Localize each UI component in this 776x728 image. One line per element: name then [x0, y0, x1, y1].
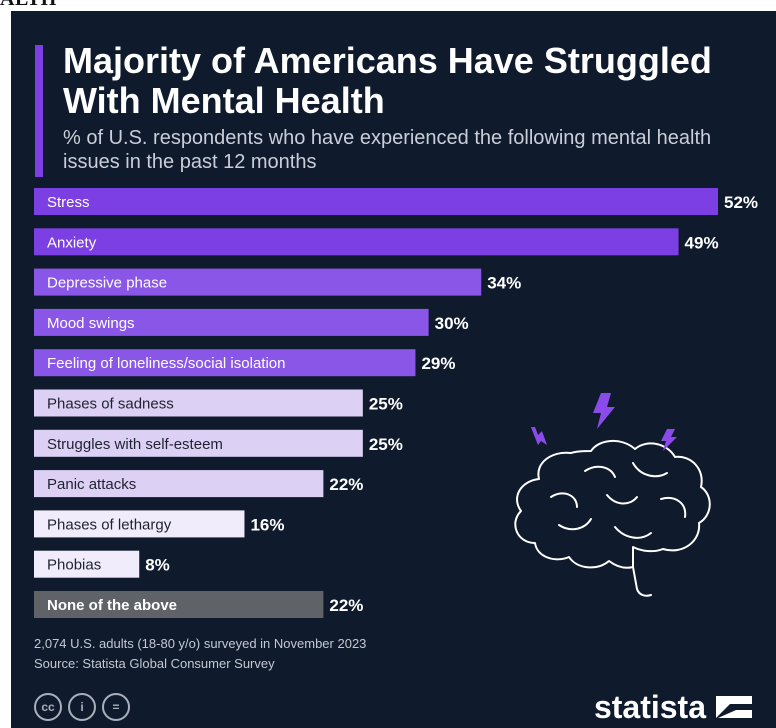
bar-category-label: Depressive phase [47, 275, 167, 292]
bar [34, 550, 140, 578]
statista-logo: statista [594, 689, 754, 725]
no-derivatives-icon: = [102, 693, 130, 721]
bar-row: Anxiety 49% [34, 228, 719, 256]
bar [34, 228, 679, 256]
infographic-card: Majority of Americans Have Struggled Wit… [11, 11, 776, 728]
source-note: Source: Statista Global Consumer Survey [34, 656, 275, 671]
attribution-icon: i [68, 693, 96, 721]
bar [34, 389, 363, 417]
bar-row: Mood swings 30% [34, 308, 469, 336]
title-accent-bar [35, 45, 43, 177]
bar-category-label: Phases of lethargy [47, 516, 172, 533]
bar-row: Phobias 8% [34, 550, 170, 578]
bar [34, 349, 416, 377]
bar-row: Phases of sadness 25% [34, 389, 403, 417]
bar-category-label: Phobias [47, 557, 101, 574]
bar-chart: Stress 52% Anxiety 49% Depressive phase 34% Mo… [34, 188, 758, 618]
bar-value-label: 8% [145, 556, 170, 575]
bar [34, 188, 718, 215]
bar-value-label: 52% [724, 193, 758, 212]
bar-value-label: 29% [421, 354, 455, 373]
bar [34, 308, 429, 336]
bar-value-label: 34% [487, 274, 521, 293]
license-icons: cc i = [34, 693, 130, 721]
bar-row: Panic attacks 22% [34, 470, 363, 498]
statista-mark-icon [716, 696, 752, 718]
bar-row: Phases of lethargy 16% [34, 510, 284, 538]
chart-title: Majority of Americans Have Struggled Wit… [63, 40, 712, 121]
bar [34, 591, 324, 618]
bar-category-label: Anxiety [47, 234, 97, 251]
brain-icon [514, 440, 711, 597]
chart-subtitle: % of U.S. respondents who have experienc… [63, 127, 712, 173]
bar-category-label: None of the above [47, 597, 177, 614]
bar-value-label: 25% [369, 395, 403, 414]
footer-note: 2,074 U.S. adults (18-80 y/o) surveyed i… [34, 634, 366, 674]
bar [34, 429, 363, 457]
bar [34, 470, 324, 498]
bar-category-label: Phases of sadness [47, 396, 174, 413]
bar-value-label: 30% [435, 314, 469, 333]
page-top-clip: ALTH [0, 0, 776, 11]
survey-note: 2,074 U.S. adults (18-80 y/o) surveyed i… [34, 636, 367, 651]
bar-category-label: Panic attacks [47, 476, 136, 493]
spark-icon-right [661, 429, 677, 451]
bar [34, 268, 482, 296]
bar-category-label: Stress [47, 194, 90, 211]
bar-category-label: Mood swings [47, 315, 135, 332]
creative-commons-icon: cc [34, 693, 62, 721]
bar-row: None of the above 22% [34, 591, 363, 618]
clipped-heading-text: ALTH [0, 0, 57, 11]
bar-category-label: Feeling of loneliness/social isolation [47, 355, 285, 372]
bar-row: Feeling of loneliness/social isolation 29… [34, 349, 455, 377]
brand-name: statista [593, 689, 706, 725]
bar-value-label: 25% [369, 435, 403, 454]
bar-row: Stress 52% [34, 188, 758, 215]
bar-value-label: 49% [685, 233, 719, 252]
spark-icon-center [593, 393, 615, 429]
bar-value-label: 22% [329, 475, 363, 494]
bar [34, 510, 245, 538]
bar-category-label: Struggles with self-esteem [47, 436, 223, 453]
spark-icon-left [531, 427, 547, 445]
bar-value-label: 16% [250, 515, 284, 534]
bar-row: Depressive phase 34% [34, 268, 521, 296]
bar-row: Struggles with self-esteem 25% [34, 429, 403, 457]
bar-value-label: 22% [329, 596, 363, 615]
spark-icons [531, 393, 677, 451]
